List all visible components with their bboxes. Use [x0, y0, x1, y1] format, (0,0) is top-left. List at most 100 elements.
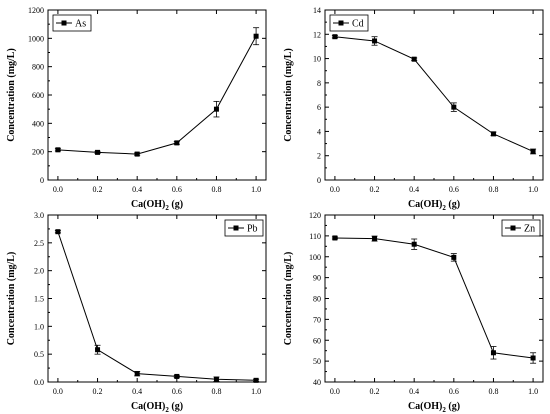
data-point: [134, 151, 140, 157]
legend: Cd: [329, 14, 369, 32]
x-tick-label: 0.8: [211, 185, 221, 194]
data-point: [213, 106, 219, 112]
data-point: [253, 377, 259, 383]
y-tick-label: 4: [317, 127, 321, 136]
data-point: [55, 147, 61, 153]
x-axis-label: Ca(OH)2 (g): [408, 199, 460, 212]
x-tick-label: 0.0: [330, 185, 340, 194]
x-tick-label: 0.8: [211, 387, 221, 396]
x-axis-label: Ca(OH)2 (g): [131, 401, 183, 414]
x-axis-label: Ca(OH)2 (g): [408, 401, 460, 414]
y-tick-label: 0: [40, 176, 44, 185]
y-tick-label: 2.0: [34, 267, 44, 276]
x-tick-label: 0.0: [53, 185, 63, 194]
y-tick-label: 800: [32, 63, 44, 72]
legend-marker: [510, 225, 516, 231]
y-tick-label: 0.0: [34, 378, 44, 387]
x-tick-label: 0.6: [449, 185, 459, 194]
y-tick-label: 3.0: [34, 211, 44, 220]
y-tick-label: 8: [317, 79, 321, 88]
legend: Zn: [501, 219, 541, 237]
y-tick-label: 200: [32, 148, 44, 157]
y-tick-label: 90: [313, 274, 321, 283]
x-tick-label: 0.4: [132, 185, 142, 194]
legend-label: Zn: [524, 224, 535, 235]
data-point: [451, 104, 457, 110]
data-point: [174, 373, 180, 379]
x-tick-label: 0.4: [409, 185, 419, 194]
y-tick-label: 2: [317, 152, 321, 161]
x-tick-label: 0.2: [93, 185, 103, 194]
x-tick-label: 1.0: [528, 387, 538, 396]
data-point: [134, 371, 140, 377]
data-point: [332, 34, 338, 40]
legend-label: As: [75, 19, 86, 30]
x-tick-label: 1.0: [251, 387, 261, 396]
y-tick-label: 60: [313, 336, 321, 345]
data-point: [95, 149, 101, 155]
chart-panel-pb: 0.0 0.2 0.4 0.6 0.8 1.0 0.0 0.5 1.0 1.5 2.0 2.5 3.0 C…: [6, 211, 267, 414]
x-tick-label: 0.2: [370, 185, 380, 194]
data-point: [213, 376, 219, 382]
x-tick-label: 0.6: [172, 185, 182, 194]
y-tick-label: 1000: [28, 34, 44, 43]
data-point: [174, 140, 180, 146]
series-line: [57, 35, 257, 155]
data-point: [372, 38, 378, 44]
y-tick-label: 100: [309, 253, 321, 262]
data-point: [95, 347, 101, 353]
plot-frame: [324, 214, 544, 383]
x-tick-label: 0.4: [132, 387, 142, 396]
y-tick-label: 1200: [28, 6, 44, 15]
x-axis-label: Ca(OH)2 (g): [131, 199, 183, 212]
data-point: [411, 56, 417, 62]
y-tick-label: 6: [317, 103, 321, 112]
plot-frame: [47, 9, 267, 181]
y-tick-label: 400: [32, 119, 44, 128]
y-axis-label: Concentration (mg/L): [283, 252, 294, 346]
legend-label: Pb: [247, 224, 258, 235]
y-tick-label: 2.5: [34, 239, 44, 248]
y-axis-label: Concentration (mg/L): [6, 48, 17, 142]
y-tick-label: 0: [317, 176, 321, 185]
y-axis-label: Concentration (mg/L): [6, 252, 17, 346]
y-tick-label: 1.0: [34, 322, 44, 331]
chart-panel-zn: 0.0 0.2 0.4 0.6 0.8 1.0 40 50 60 70 80 90 100 110 120 C…: [283, 211, 544, 414]
y-axis-label: Concentration (mg/L): [283, 48, 294, 142]
y-tick-label: 10: [313, 55, 321, 64]
data-point: [253, 33, 259, 39]
x-tick-label: 0.0: [53, 387, 63, 396]
series-line: [334, 237, 534, 359]
x-tick-label: 0.2: [93, 387, 103, 396]
data-point: [451, 254, 457, 260]
data-point: [55, 229, 61, 235]
x-tick-label: 0.2: [370, 387, 380, 396]
data-point: [490, 350, 496, 356]
chart-panel-cd: 0.0 0.2 0.4 0.6 0.8 1.0 0 2 4 6 8 10 12 14 Ca(OH)2 (g)…: [283, 6, 544, 212]
data-point: [372, 236, 378, 242]
y-tick-label: 600: [32, 91, 44, 100]
series-line: [57, 231, 257, 381]
y-tick-label: 80: [313, 295, 321, 304]
y-tick-label: 40: [313, 378, 321, 387]
y-tick-label: 0.5: [34, 350, 44, 359]
y-tick-label: 50: [313, 357, 321, 366]
x-tick-label: 0.4: [409, 387, 419, 396]
legend-marker: [338, 20, 344, 26]
x-tick-label: 0.6: [449, 387, 459, 396]
x-tick-label: 1.0: [251, 185, 261, 194]
legend-marker: [233, 225, 239, 231]
y-tick-label: 70: [313, 315, 321, 324]
x-tick-label: 0.8: [488, 387, 498, 396]
y-tick-label: 120: [309, 211, 321, 220]
data-point: [332, 235, 338, 241]
series-line: [334, 36, 534, 152]
chart-panel-as: 0.0 0.2 0.4 0.6 0.8 1.0 0 200 400 600 800 1000 1200 C…: [6, 6, 267, 212]
y-tick-label: 12: [313, 30, 321, 39]
y-tick-label: 110: [309, 232, 321, 241]
legend: As: [52, 14, 92, 32]
plot-frame: [324, 9, 544, 181]
legend: Pb: [224, 219, 264, 237]
data-point: [411, 241, 417, 247]
